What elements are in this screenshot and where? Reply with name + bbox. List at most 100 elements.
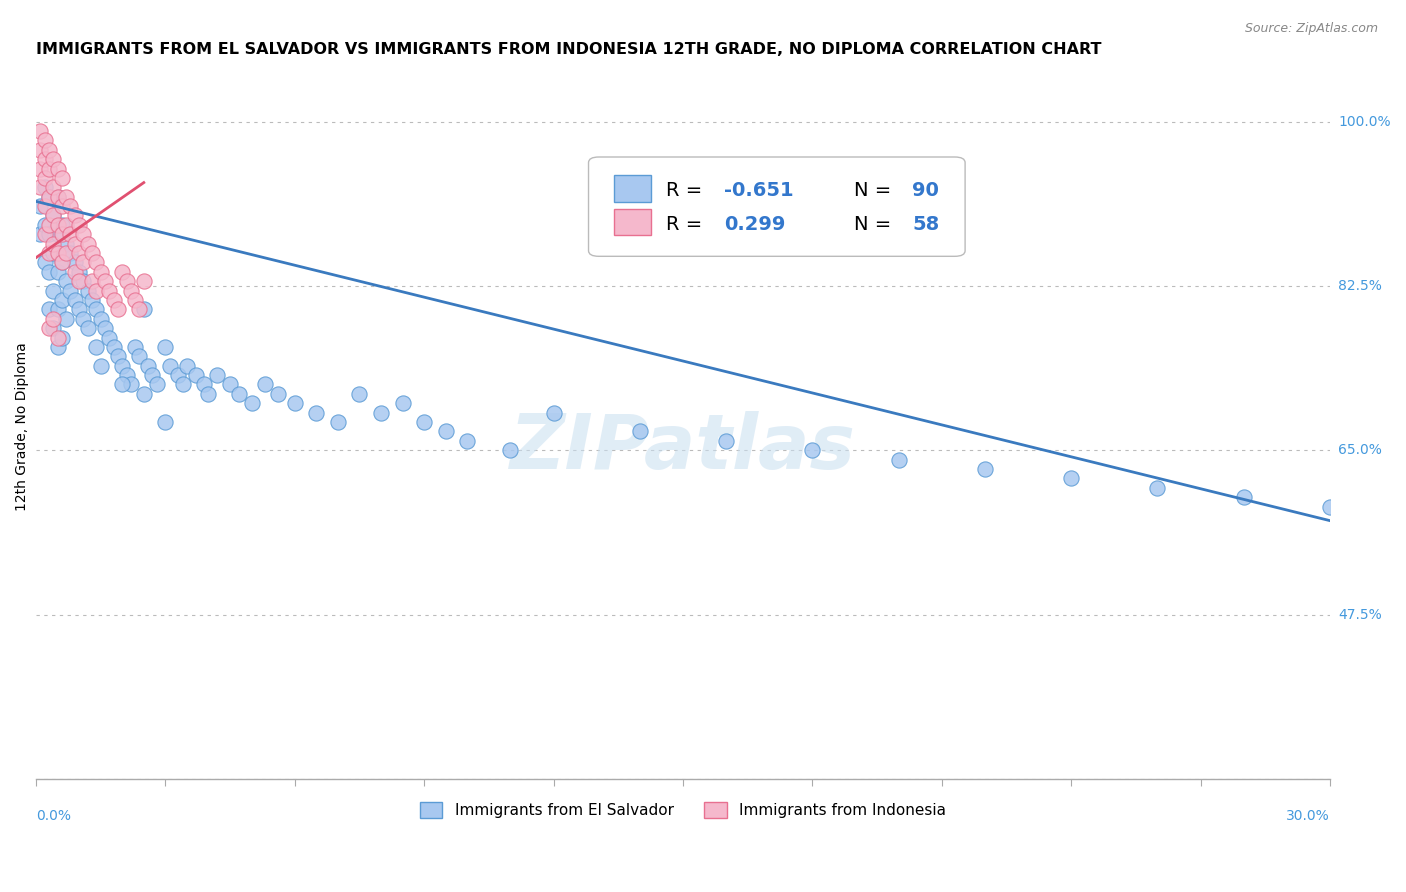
Point <box>55 274 77 288</box>
Text: 47.5%: 47.5% <box>1339 607 1382 622</box>
Point <box>38 143 60 157</box>
Point <box>136 359 159 373</box>
Point <box>132 387 155 401</box>
Point <box>67 302 90 317</box>
Point <box>111 359 134 373</box>
Point <box>63 236 86 251</box>
Point <box>172 377 194 392</box>
Point <box>46 189 69 203</box>
Point <box>145 377 167 392</box>
Point <box>55 189 77 203</box>
Point <box>124 293 146 307</box>
Point <box>42 209 65 223</box>
Point <box>1319 500 1341 514</box>
Point <box>80 293 103 307</box>
Text: 58: 58 <box>912 215 939 234</box>
Point <box>30 227 52 242</box>
Point <box>42 246 65 260</box>
Point <box>370 406 392 420</box>
Point <box>349 387 371 401</box>
Point <box>1060 471 1083 485</box>
Text: ZIPatlas: ZIPatlas <box>510 411 856 485</box>
Text: -0.651: -0.651 <box>724 181 794 201</box>
FancyBboxPatch shape <box>614 175 651 202</box>
Point <box>30 124 52 138</box>
Point <box>51 330 73 344</box>
Point <box>103 293 125 307</box>
Point <box>72 255 94 269</box>
Point <box>67 246 90 260</box>
Text: 65.0%: 65.0% <box>1339 443 1382 458</box>
Point <box>111 265 134 279</box>
Point <box>98 284 121 298</box>
Point <box>34 199 56 213</box>
Point <box>59 246 82 260</box>
Point <box>72 227 94 242</box>
Point <box>38 161 60 176</box>
Point <box>46 189 69 203</box>
Point <box>115 274 138 288</box>
Point <box>128 349 150 363</box>
Point <box>94 321 117 335</box>
Point <box>155 340 177 354</box>
Point <box>86 284 108 298</box>
Point <box>46 246 69 260</box>
Point <box>176 359 198 373</box>
Legend: Immigrants from El Salvador, Immigrants from Indonesia: Immigrants from El Salvador, Immigrants … <box>413 796 952 824</box>
Point <box>63 255 86 269</box>
Text: 30.0%: 30.0% <box>1286 809 1330 823</box>
Point <box>115 368 138 383</box>
Point <box>76 236 98 251</box>
Point <box>86 255 108 269</box>
Point <box>128 302 150 317</box>
Point <box>55 236 77 251</box>
Text: 100.0%: 100.0% <box>1339 114 1391 128</box>
Point <box>107 302 129 317</box>
Point <box>30 143 52 157</box>
Text: 82.5%: 82.5% <box>1339 279 1382 293</box>
Point <box>628 425 651 439</box>
Point <box>55 246 77 260</box>
FancyBboxPatch shape <box>614 209 651 235</box>
Point <box>714 434 737 448</box>
FancyBboxPatch shape <box>589 157 965 256</box>
Point <box>124 340 146 354</box>
Text: Source: ZipAtlas.com: Source: ZipAtlas.com <box>1244 22 1378 36</box>
Point <box>120 377 142 392</box>
Point <box>38 302 60 317</box>
Point <box>801 443 824 458</box>
Point <box>86 340 108 354</box>
Point <box>193 377 215 392</box>
Text: N =: N = <box>853 181 891 201</box>
Point <box>132 274 155 288</box>
Point <box>46 340 69 354</box>
Point <box>132 302 155 317</box>
Point <box>30 180 52 194</box>
Point <box>51 199 73 213</box>
Point <box>167 368 190 383</box>
Point <box>72 274 94 288</box>
Point <box>219 377 242 392</box>
Point <box>184 368 207 383</box>
Point <box>34 170 56 185</box>
Point <box>111 377 134 392</box>
Point <box>1233 490 1256 504</box>
Point <box>266 387 288 401</box>
Point <box>38 189 60 203</box>
Point <box>284 396 307 410</box>
Point <box>42 311 65 326</box>
Point <box>51 218 73 232</box>
Point <box>103 340 125 354</box>
Text: N =: N = <box>853 215 891 234</box>
Point <box>80 246 103 260</box>
Point <box>51 227 73 242</box>
Point <box>34 255 56 269</box>
Point <box>34 152 56 166</box>
Point <box>141 368 163 383</box>
Point <box>1146 481 1168 495</box>
Point <box>38 227 60 242</box>
Point <box>34 180 56 194</box>
Point <box>46 265 69 279</box>
Point <box>59 284 82 298</box>
Point <box>499 443 522 458</box>
